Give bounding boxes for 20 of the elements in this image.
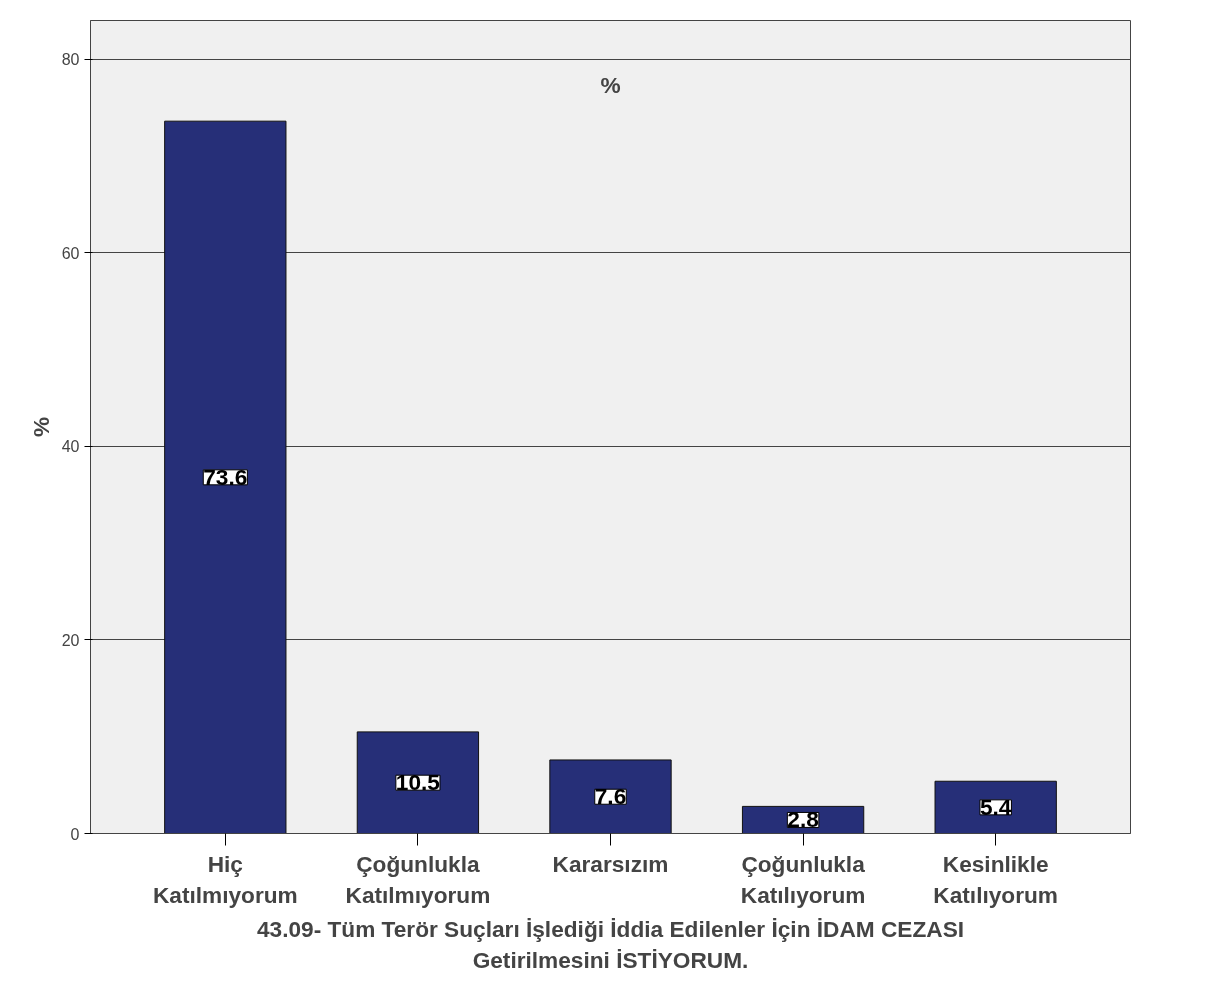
data-label: 2.8	[787, 806, 819, 833]
text: %	[600, 71, 621, 98]
bar	[356, 731, 480, 834]
y-tick-label: 80	[61, 51, 80, 69]
x-tick-label: Çoğunlukla Katılmıyorum	[345, 850, 491, 908]
y-axis-title: %	[27, 416, 54, 438]
bar	[164, 120, 287, 834]
y-tick-label: 20	[61, 631, 80, 649]
x-tick-label: Kesinlikle Katılıyorum	[933, 850, 1059, 908]
bar	[934, 780, 1057, 834]
x-axis-title: 43.09- Tüm Terör Suçları İşlediği İddia Edilenler İçin İDAM CEZASI Getirilmesini İSTİYORUM.	[256, 915, 965, 973]
x-tick-label: Hiç Katılmıyorum	[152, 850, 298, 908]
bar	[549, 759, 672, 834]
y-tick-label: 60	[61, 244, 80, 262]
x-tick-label: Kararsızım	[552, 850, 669, 877]
y-tick-label: 0	[70, 825, 80, 843]
y-tick-label: 40	[61, 438, 80, 456]
data-label: 7.6	[594, 783, 627, 810]
x-tick-label: Çoğunlukla Katılıyorum	[740, 850, 866, 908]
data-label: 73.6	[203, 463, 248, 490]
